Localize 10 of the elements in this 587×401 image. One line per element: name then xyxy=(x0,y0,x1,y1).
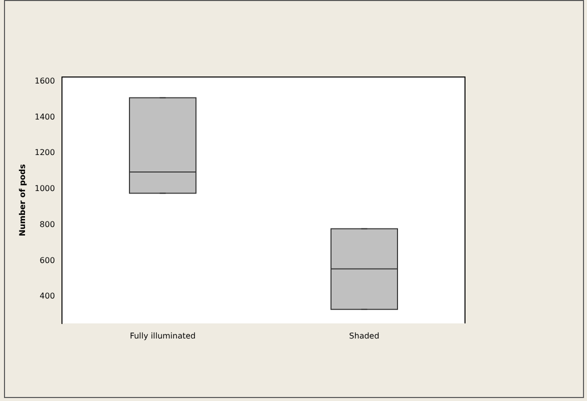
x-tick-label: Shaded xyxy=(349,331,380,340)
y-tick-label: 1200 xyxy=(34,148,55,158)
y-tick-label: 600 xyxy=(40,256,55,265)
y-tick-label: 1600 xyxy=(34,76,55,86)
y-tick-label: 800 xyxy=(40,220,55,229)
x-tick-label: Fully illuminated xyxy=(130,331,196,340)
y-tick-label: 1400 xyxy=(34,112,55,122)
y-tick-label: 1000 xyxy=(34,184,55,194)
y-tick-label: 400 xyxy=(40,292,55,301)
y-axis-title: Number of pods xyxy=(18,164,27,236)
